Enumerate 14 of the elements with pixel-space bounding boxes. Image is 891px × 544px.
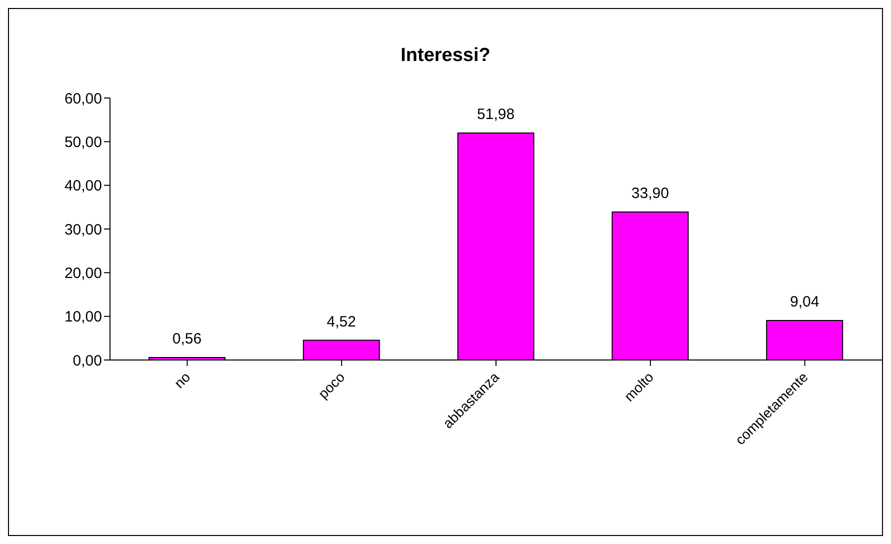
- data-label: 51,98: [477, 106, 515, 124]
- x-tick-label: no: [170, 368, 194, 392]
- y-tick-label: 50,00: [64, 134, 102, 151]
- chart-title: Interessi?: [400, 45, 492, 67]
- data-label: 0,56: [172, 330, 202, 348]
- y-tick-label: 40,00: [64, 178, 102, 195]
- data-label: 4,52: [326, 313, 356, 330]
- data-label: 33,90: [631, 184, 669, 202]
- y-tick-label: 30,00: [64, 221, 102, 238]
- y-tick-label: 60,00: [64, 90, 102, 108]
- y-tick-label: 0,00: [72, 352, 102, 370]
- y-tick-label: 10,00: [64, 308, 102, 326]
- y-tick-label: 20,00: [64, 264, 102, 282]
- data-label: 9,04: [790, 294, 820, 311]
